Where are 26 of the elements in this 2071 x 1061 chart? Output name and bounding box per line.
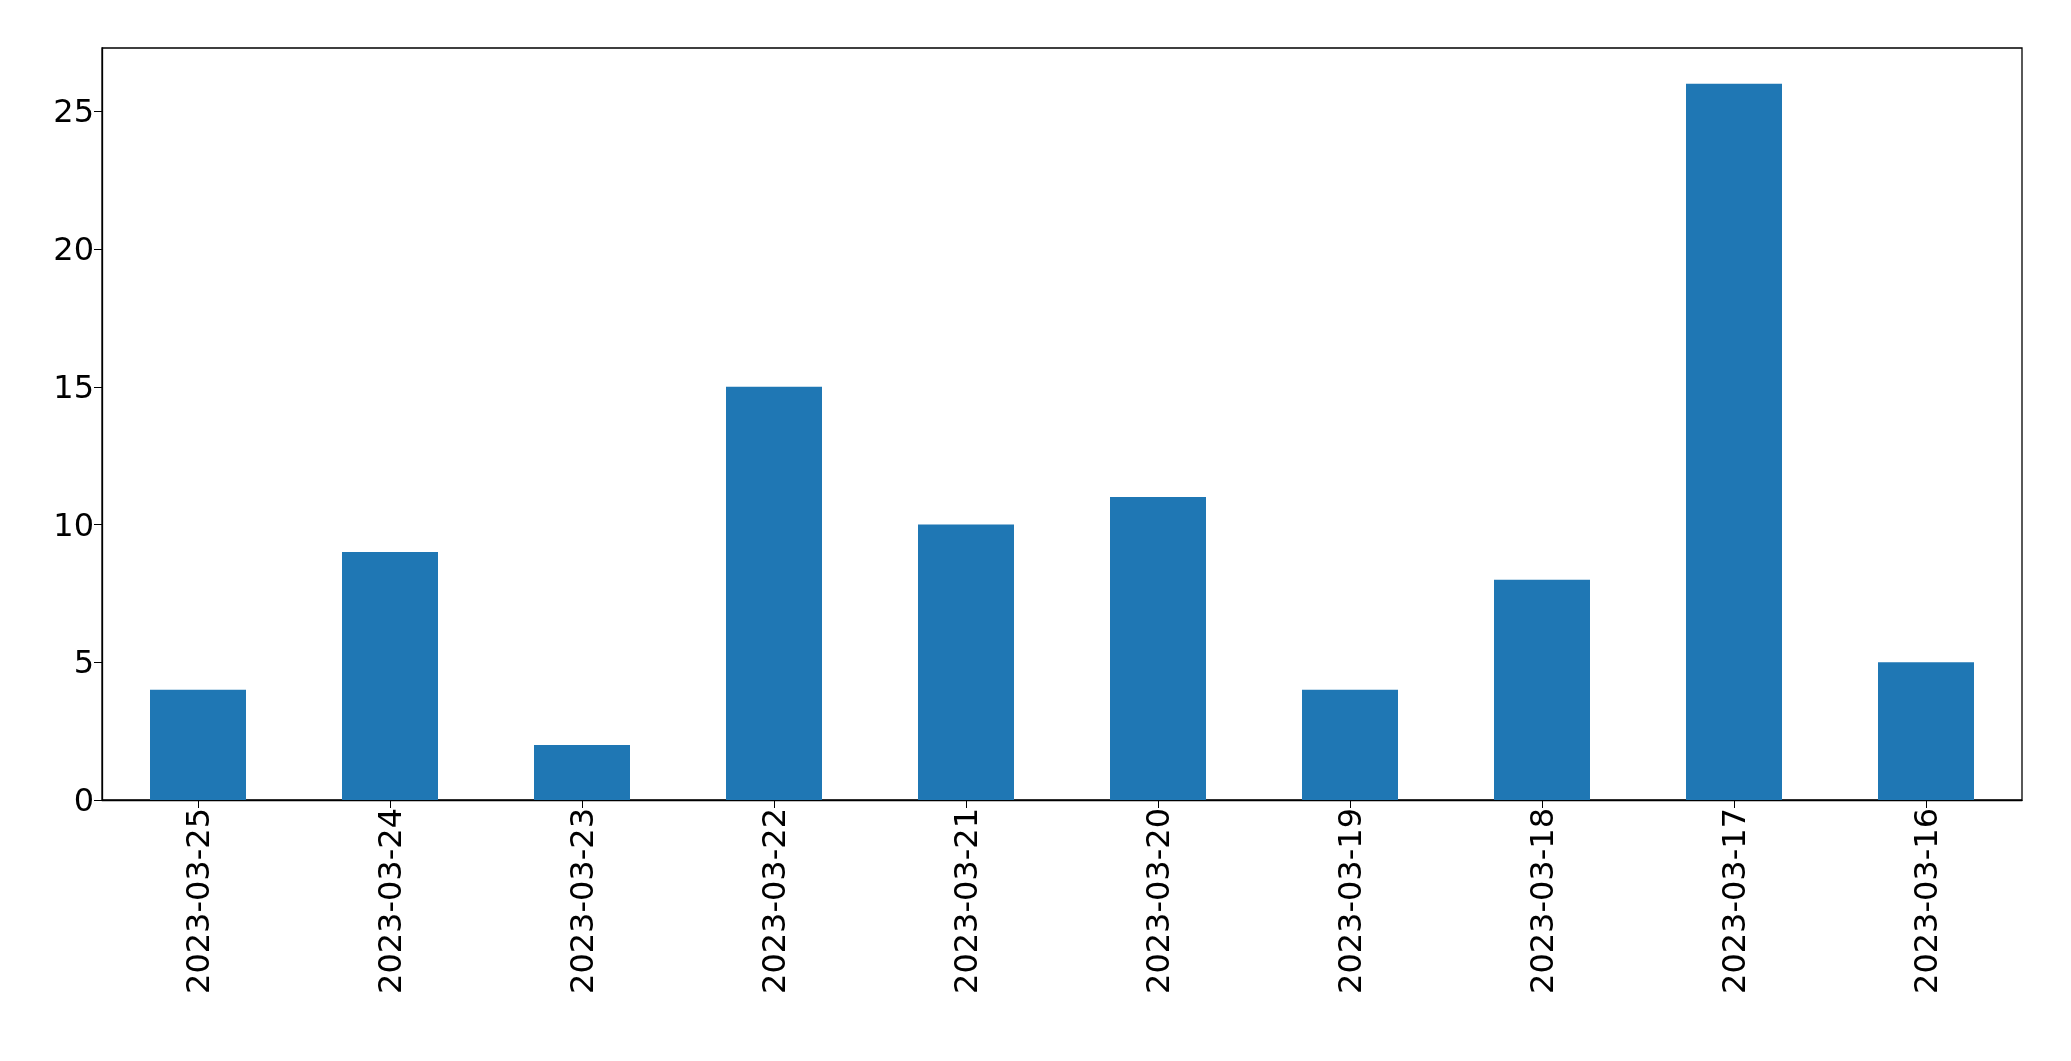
bar bbox=[342, 552, 438, 800]
y-tick-label: 20 bbox=[53, 230, 94, 269]
bar bbox=[1494, 579, 1590, 800]
y-tick-label: 0 bbox=[73, 781, 94, 819]
x-tick-label: 2023-03-17 bbox=[1715, 808, 1753, 994]
x-tick-label: 2023-03-18 bbox=[1523, 808, 1561, 994]
y-tick-label: 5 bbox=[73, 643, 94, 682]
y-tick-label: 25 bbox=[53, 92, 94, 131]
bar bbox=[918, 524, 1014, 800]
bar bbox=[1110, 497, 1206, 800]
x-tick-label: 2023-03-21 bbox=[947, 808, 985, 994]
bar bbox=[726, 386, 822, 800]
x-tick-label: 2023-03-22 bbox=[755, 808, 793, 994]
y-tick-label: 15 bbox=[53, 367, 94, 406]
x-tick-label: 2023-03-16 bbox=[1907, 808, 1945, 994]
x-tick-label: 2023-03-23 bbox=[563, 808, 601, 994]
x-tick-label: 2023-03-19 bbox=[1331, 808, 1369, 994]
x-tick-label: 2023-03-24 bbox=[371, 808, 409, 994]
bar bbox=[1878, 662, 1974, 800]
bar bbox=[150, 689, 246, 800]
bar bbox=[1686, 83, 1782, 800]
x-tick-label: 2023-03-20 bbox=[1139, 808, 1177, 994]
y-tick-label: 10 bbox=[53, 505, 94, 544]
bar bbox=[534, 744, 630, 800]
x-tick-label: 2023-03-25 bbox=[179, 808, 217, 994]
bar bbox=[1302, 689, 1398, 800]
